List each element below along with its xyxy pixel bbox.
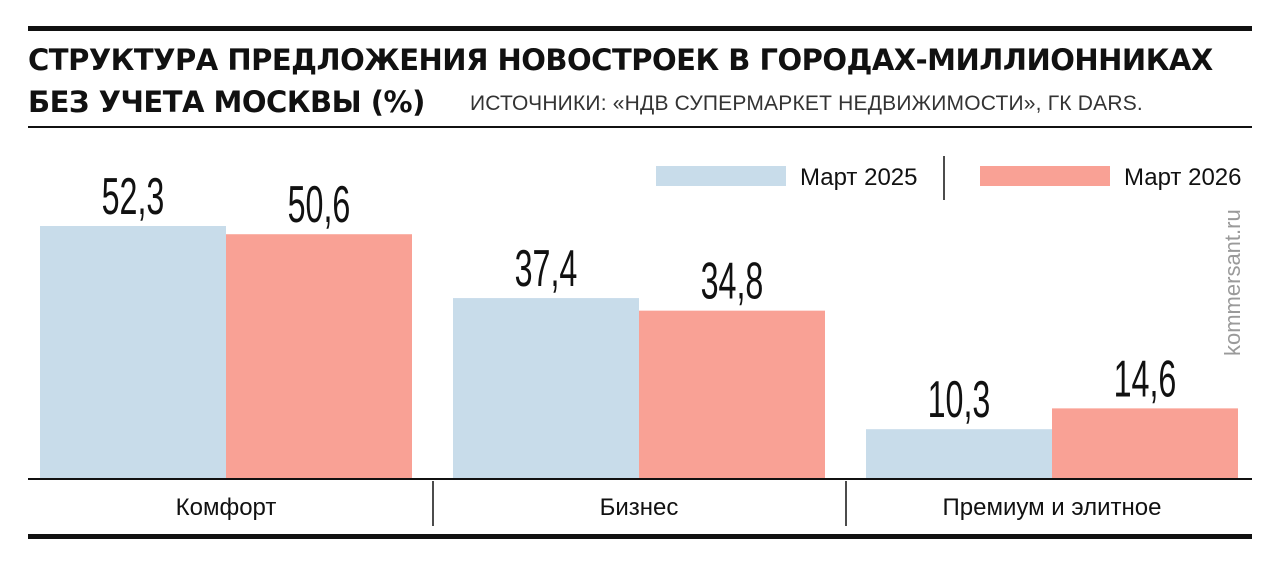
bar-2-series-1 [453,298,639,479]
legend-swatch-mart-2026 [980,166,1110,186]
bar-1-series-1 [40,226,226,479]
category-label-2: Бизнес [600,494,679,521]
bar-2-series-2 [639,310,825,479]
value-label-1-series-2: 50,6 [288,177,351,235]
legend-swatch-mart-2025 [656,166,786,186]
category-dividers [432,481,847,526]
source-note: ИСТОЧНИКИ: «НДВ СУПЕРМАРКЕТ НЕДВИЖИМОСТИ… [470,92,1143,115]
legend-label-mart-2025: Март 2025 [800,164,917,191]
chart-title-line-1: СТРУКТУРА ПРЕДЛОЖЕНИЯ НОВОСТРОЕК В ГОРОД… [28,43,1213,77]
value-label-3-series-1: 10,3 [928,372,991,430]
value-label-2-series-1: 37,4 [515,240,578,298]
category-label-1: Комфорт [176,494,277,521]
value-label-1-series-1: 52,3 [102,168,165,226]
value-label-2-series-2: 34,8 [701,253,764,311]
chart-title-line-2: БЕЗ УЧЕТА МОСКВЫ (%) [28,85,425,119]
value-label-3-series-2: 14,6 [1114,351,1177,409]
category-label-3: Премиум и элитное [943,494,1162,521]
bottom-rule [28,534,1252,539]
legend: Март 2025 Март 2026 [656,156,1241,200]
watermark-kommersant: kommersant.ru [1220,209,1245,356]
bar-1-series-2 [226,234,412,479]
top-rule [28,26,1252,31]
bars-layer [40,226,1238,479]
legend-label-mart-2026: Март 2026 [1124,164,1241,191]
bar-3-series-2 [1052,408,1238,479]
header-rule [28,126,1252,128]
value-labels-layer: 52,3 50,6 37,4 34,8 10,3 14,6 [102,168,1177,429]
bar-3-series-1 [866,429,1052,479]
category-labels-layer: Комфорт Бизнес Премиум и элитное [176,494,1162,521]
